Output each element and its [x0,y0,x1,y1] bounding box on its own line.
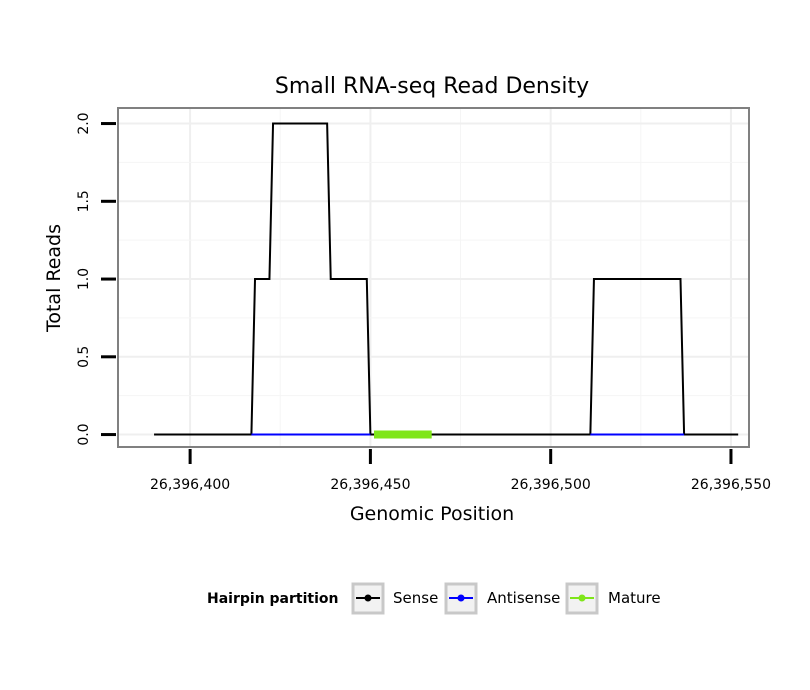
x-tick-label: 26,396,550 [691,477,771,493]
series-layer [154,122,739,439]
chart-title: Small RNA-seq Read Density [275,74,589,99]
x-axis-title: Genomic Position [350,503,514,525]
legend-label-sense: Sense [393,589,438,607]
y-tick-label: 2.0 [76,112,92,134]
series-sense-line [154,122,739,436]
y-axis-title: Total Reads [43,224,65,333]
x-tick-label: 26,396,450 [330,477,410,493]
legend-point-antisense [457,594,465,602]
grid [118,108,749,447]
y-tick-label: 0.0 [76,423,92,445]
legend-label-antisense: Antisense [487,589,560,607]
axes: 26,396,400 26,396,450 26,396,500 26,396,550… [76,112,771,493]
legend-title: Hairpin partition [207,591,338,607]
x-tick-label: 26,396,500 [511,477,591,493]
legend-point-mature [578,594,586,602]
plot-panel-border [117,107,750,448]
legend-point-sense [364,594,372,602]
y-tick-label: 1.5 [76,190,92,212]
legend-label-mature: Mature [608,589,661,607]
x-tick-label: 26,396,400 [150,477,230,493]
legend: Hairpin partition Sense Antisense Mature [207,582,661,615]
y-tick-label: 0.5 [76,346,92,368]
y-tick-label: 1.0 [76,268,92,290]
